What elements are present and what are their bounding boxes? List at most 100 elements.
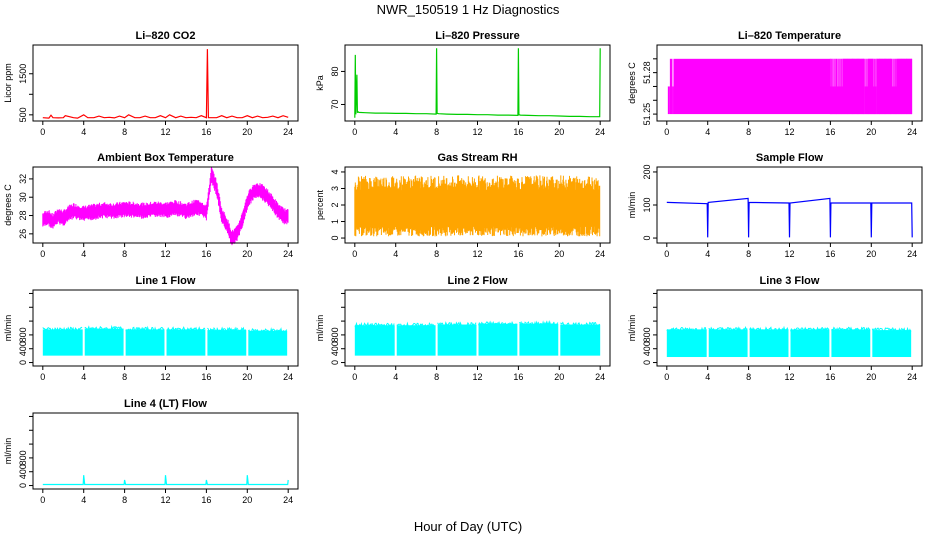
flow-block-edge	[666, 326, 707, 333]
flow-block	[207, 330, 247, 356]
flow-block	[708, 329, 748, 358]
series-group	[42, 475, 289, 486]
y-tick-label: 800	[18, 450, 28, 465]
series-group	[666, 325, 912, 358]
x-tick-label: 8	[122, 249, 127, 259]
y-axis-label: ml/min	[627, 315, 637, 342]
y-tick-label: 200	[642, 164, 652, 179]
temperature-band	[673, 58, 831, 115]
flow-block-edge	[831, 326, 871, 333]
x-tick-label: 0	[40, 372, 45, 382]
x-tick-label: 16	[825, 372, 835, 382]
series-line	[354, 48, 601, 118]
panel-title: Li–820 CO2	[136, 30, 196, 42]
panel-title: Line 4 (LT) Flow	[124, 398, 207, 410]
series-group	[354, 48, 601, 118]
flow-block	[519, 323, 559, 356]
x-tick-label: 20	[554, 372, 564, 382]
y-axis-label: ml/min	[315, 315, 325, 342]
flow-block	[84, 328, 124, 356]
y-tick-label: 800	[18, 327, 28, 342]
y-tick-label: 32	[18, 174, 28, 184]
temperature-series-line	[829, 58, 912, 115]
panel-6: Sample Flow ml/min 0 4 8 12 16 20 24 0 100 200	[627, 152, 923, 259]
x-tick-label: 0	[40, 249, 45, 259]
x-tick-label: 12	[160, 495, 170, 505]
x-tick-label: 4	[81, 372, 86, 382]
y-tick-label: 500	[18, 107, 28, 122]
series-group	[354, 320, 601, 356]
x-tick-label: 0	[40, 495, 45, 505]
x-tick-label: 16	[201, 249, 211, 259]
panel-3: Li–820 Temperature degrees C 0 4 8 12 16 20 24 51…	[627, 30, 923, 137]
flow-block-edge	[354, 321, 395, 330]
flow-block	[872, 330, 912, 358]
flow-block	[166, 329, 206, 356]
flow-block	[831, 329, 871, 358]
panel-title: Gas Stream RH	[437, 152, 517, 164]
figure-xlabel: Hour of Day (UTC)	[414, 519, 522, 534]
x-tick-label: 16	[513, 372, 523, 382]
flow-block-edge	[518, 320, 559, 328]
series-group	[666, 197, 913, 238]
flow-block-edge	[708, 325, 748, 333]
x-tick-label: 16	[825, 127, 835, 137]
x-tick-label: 8	[746, 372, 751, 382]
x-tick-label: 24	[283, 127, 293, 137]
flow-block	[396, 325, 436, 356]
panel-title: Line 3 Flow	[760, 275, 820, 287]
x-tick-label: 4	[81, 249, 86, 259]
x-tick-label: 20	[866, 127, 876, 137]
y-tick-label: 400	[18, 464, 28, 479]
x-tick-label: 12	[160, 249, 170, 259]
x-tick-label: 4	[705, 127, 710, 137]
x-tick-label: 24	[283, 249, 293, 259]
x-tick-label: 8	[122, 495, 127, 505]
x-tick-label: 0	[352, 127, 357, 137]
x-tick-label: 16	[513, 249, 523, 259]
y-tick-label: 400	[642, 341, 652, 356]
flow-block	[125, 329, 165, 356]
x-tick-label: 24	[907, 249, 917, 259]
y-axis-label: percent	[315, 189, 325, 220]
x-tick-label: 4	[81, 495, 86, 505]
y-tick-label: 51.25	[642, 103, 652, 126]
x-tick-label: 12	[784, 249, 794, 259]
flow-block-edge	[478, 320, 518, 328]
flow-block-edge	[84, 324, 124, 333]
series-group	[354, 175, 601, 237]
y-tick-label: 80	[330, 66, 340, 76]
flow-block-edge	[207, 326, 246, 334]
flow-block	[478, 323, 518, 356]
x-tick-label: 12	[472, 127, 482, 137]
y-tick-label: 0	[330, 360, 340, 365]
flow-block	[666, 329, 707, 358]
y-axis-label: degrees C	[3, 184, 13, 226]
x-tick-label: 20	[866, 372, 876, 382]
x-tick-label: 20	[554, 127, 564, 137]
panel-title: Li–820 Pressure	[435, 30, 519, 42]
y-tick-label: 4	[330, 169, 340, 174]
series-line	[666, 197, 913, 238]
temperature-band	[669, 58, 673, 115]
series-line	[42, 475, 289, 486]
flow-block	[248, 330, 288, 356]
y-tick-label: 100	[642, 197, 652, 212]
x-tick-label: 8	[434, 249, 439, 259]
series-line	[42, 49, 289, 119]
x-tick-label: 12	[472, 372, 482, 382]
x-tick-label: 4	[81, 127, 86, 137]
flow-block	[42, 329, 83, 356]
flow-block	[790, 329, 830, 358]
panel-4: Ambient Box Temperature degrees C 0 4 8 12 16 2…	[3, 152, 299, 259]
x-tick-label: 24	[283, 495, 293, 505]
panel-title: Li–820 Temperature	[738, 30, 841, 42]
flow-block-edge	[871, 326, 912, 334]
flow-block	[560, 324, 601, 356]
flow-block-edge	[166, 326, 206, 333]
x-tick-label: 24	[595, 249, 605, 259]
